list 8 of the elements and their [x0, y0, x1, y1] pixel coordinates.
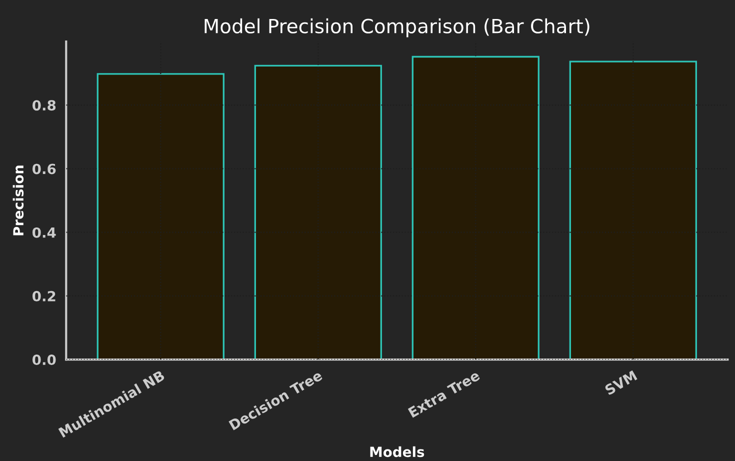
chart-title: Model Precision Comparison (Bar Chart) — [204, 18, 590, 38]
y-tick-label: 0.4 — [32, 227, 56, 238]
y-tick-label: 0.2 — [32, 290, 56, 302]
y-tick-label: 0.8 — [32, 100, 56, 111]
x-axis-title: Models — [370, 446, 424, 458]
y-tick-label: 0.0 — [32, 354, 56, 366]
y-tick-label: 0.6 — [32, 164, 56, 174]
y-axis-title: Precision — [12, 166, 24, 236]
